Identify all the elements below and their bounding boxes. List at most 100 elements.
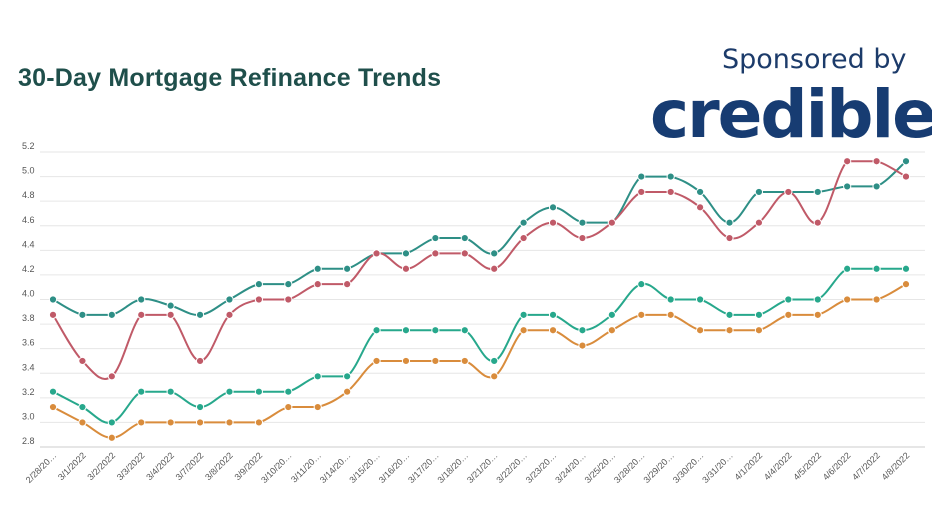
data-point (48, 295, 58, 304)
data-point (78, 310, 87, 319)
data-point (460, 249, 469, 258)
x-tick-label: 3/25/20… (583, 450, 618, 485)
data-point (460, 356, 469, 366)
data-point (813, 295, 822, 304)
x-tick-label: 3/21/20… (465, 450, 500, 485)
y-tick-label: 4.8 (22, 190, 35, 200)
data-point (225, 295, 234, 304)
x-tick-label: 3/4/2022 (144, 450, 176, 482)
credible-logo: credible (650, 76, 932, 153)
data-point (313, 372, 322, 381)
data-point (607, 218, 616, 227)
data-point (401, 264, 411, 273)
y-tick-label: 2.8 (22, 436, 35, 446)
data-point (431, 356, 440, 366)
series-line-1 (52, 160, 907, 380)
data-point (666, 172, 675, 181)
data-point (666, 187, 675, 197)
data-point (696, 295, 705, 304)
data-point (460, 233, 469, 243)
data-point (490, 356, 499, 366)
y-tick-label: 3.6 (22, 338, 35, 348)
y-tick-label: 4.2 (22, 264, 35, 274)
x-tick-label: 4/8/2022 (880, 450, 912, 482)
data-point (725, 233, 734, 243)
data-point (696, 187, 705, 197)
data-point (431, 326, 440, 335)
data-point (166, 418, 175, 427)
x-tick-label: 3/30/20… (671, 450, 706, 485)
data-point (107, 310, 116, 319)
data-point (254, 295, 263, 304)
data-point (431, 249, 440, 258)
data-point (195, 356, 205, 366)
series-line-3 (52, 283, 907, 439)
data-point (607, 310, 616, 319)
x-tick-label: 3/23/20… (524, 450, 559, 485)
data-point (254, 387, 263, 396)
data-point (519, 233, 528, 243)
x-tick-label: 4/1/2022 (732, 450, 764, 482)
data-point (843, 264, 852, 273)
data-point (813, 187, 822, 197)
data-point (696, 326, 705, 335)
data-point (431, 233, 440, 243)
data-point (372, 356, 381, 366)
data-point (784, 310, 793, 319)
x-tick-label: 3/18/20… (436, 450, 471, 485)
data-point (166, 387, 175, 396)
data-point (872, 157, 881, 166)
x-tick-label: 3/31/20… (700, 450, 735, 485)
sponsored-by-label: Sponsored by (722, 44, 907, 75)
data-point (754, 187, 764, 197)
x-tick-label: 3/2/2022 (85, 450, 117, 482)
data-point (578, 218, 587, 227)
data-point (725, 310, 734, 319)
data-point (901, 264, 911, 273)
data-point (490, 249, 499, 258)
data-point (901, 157, 911, 166)
x-tick-label: 3/16/20… (377, 450, 412, 485)
data-point (637, 187, 646, 197)
data-point (313, 280, 322, 289)
data-point (578, 233, 587, 243)
data-point (225, 310, 234, 319)
data-point (107, 372, 116, 381)
data-point (578, 326, 587, 335)
data-point (843, 295, 852, 304)
data-point (872, 295, 881, 304)
data-point (166, 301, 175, 310)
data-point (372, 249, 381, 258)
data-point (813, 218, 822, 227)
data-point (343, 387, 352, 396)
x-tick-label: 3/29/20… (641, 450, 676, 485)
data-point (372, 326, 381, 335)
data-point (78, 356, 87, 366)
x-tick-label: 3/8/2022 (203, 450, 235, 482)
x-tick-label: 3/24/20… (553, 450, 588, 485)
data-point (548, 310, 558, 319)
data-point (548, 203, 558, 212)
data-point (78, 402, 87, 412)
x-tick-label: 3/14/20… (318, 450, 353, 485)
x-tick-label: 3/17/20… (406, 450, 441, 485)
series-line-2 (52, 267, 906, 424)
data-point (784, 187, 793, 197)
data-point (137, 387, 146, 396)
data-point (872, 264, 881, 273)
data-point (284, 402, 293, 412)
data-point (754, 326, 764, 335)
data-point (548, 218, 558, 227)
y-tick-label: 4.4 (22, 239, 35, 249)
data-point (401, 356, 411, 366)
data-point (725, 326, 734, 335)
data-point (166, 310, 175, 319)
data-point (225, 387, 234, 396)
data-point (901, 280, 911, 289)
data-point (343, 264, 352, 273)
data-point (843, 182, 852, 191)
data-point (901, 172, 911, 181)
y-tick-label: 5.2 (22, 141, 35, 151)
data-point (490, 264, 499, 273)
y-tick-label: 5.0 (22, 166, 35, 176)
